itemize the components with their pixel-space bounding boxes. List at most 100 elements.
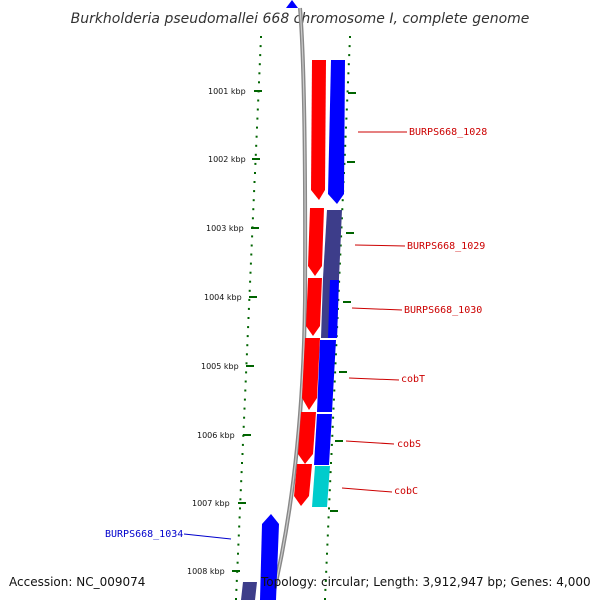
guide-dot <box>250 253 253 256</box>
guide-dot <box>335 344 338 347</box>
guide-dot <box>253 190 256 193</box>
guide-dot <box>346 90 349 93</box>
guide-dot <box>334 362 337 365</box>
guide-dot <box>237 552 239 555</box>
guide-dot <box>332 398 335 401</box>
guide-dot <box>236 561 239 564</box>
guide-dot <box>330 443 333 446</box>
reverse-cds-arrow <box>311 60 326 200</box>
scale-ticks <box>232 90 262 572</box>
gene-label-cobt[interactable]: cobT <box>401 374 425 385</box>
tick-label: 1003 kbp <box>206 224 244 233</box>
guide-dot <box>343 153 346 156</box>
guide-dot <box>334 371 337 374</box>
tick-label: 1005 kbp <box>201 362 239 371</box>
guide-dot <box>242 425 245 428</box>
guide-dot <box>327 516 330 519</box>
label-leader-lines <box>183 131 407 540</box>
guide-dot <box>241 443 244 446</box>
tick-label: 1008 kbp <box>187 567 225 576</box>
guide-dot <box>249 280 252 283</box>
guide-dot <box>332 416 335 419</box>
guide-dot <box>334 353 337 356</box>
guide-dot <box>332 407 335 410</box>
guide-dot <box>258 81 260 84</box>
leader-line <box>351 307 403 311</box>
guide-dot <box>251 217 254 220</box>
gene-label-burps668-1028[interactable]: BURPS668_1028 <box>409 127 487 138</box>
guide-dot <box>331 425 334 428</box>
leader-line <box>183 533 232 540</box>
guide-dot <box>254 162 257 165</box>
forward-strand-features <box>260 60 345 600</box>
guide-dot <box>238 525 241 528</box>
guide-dot <box>326 552 328 555</box>
tick-label: 1004 kbp <box>204 293 242 302</box>
guide-dot <box>330 462 332 464</box>
guide-dot <box>235 588 238 591</box>
guide-dot <box>347 81 349 84</box>
guide-dot <box>347 72 350 75</box>
leader-line <box>354 244 406 247</box>
guide-dot <box>235 598 237 600</box>
guide-dot <box>328 507 330 510</box>
forward-cds-arrow <box>328 280 339 338</box>
guide-dot <box>327 525 330 528</box>
guide-dot <box>244 389 247 392</box>
guide-dot <box>328 489 331 492</box>
guide-dot <box>345 126 347 129</box>
guide-dot <box>239 498 242 501</box>
forward-feature-marker <box>286 0 298 8</box>
guide-dot <box>258 72 261 75</box>
guide-dot <box>341 199 344 202</box>
guide-dot <box>243 398 246 401</box>
gene-label-burps668-1030[interactable]: BURPS668_1030 <box>404 305 482 316</box>
guide-dot <box>253 181 256 183</box>
guide-dot <box>339 244 342 247</box>
tick-label: 1007 kbp <box>192 499 230 508</box>
guide-dot <box>237 543 240 546</box>
guide-dot <box>338 280 341 283</box>
guide-dot <box>250 244 253 247</box>
forward-cds-block <box>314 414 332 465</box>
genome-summary-text: Topology: circular; Length: 3,912,947 bp… <box>261 575 591 589</box>
guide-dot <box>239 507 241 510</box>
guide-dot <box>260 36 262 38</box>
guide-dot <box>248 298 251 301</box>
leader-line <box>345 440 395 445</box>
guide-dot <box>256 108 259 111</box>
gene-label-burps668-1029[interactable]: BURPS668_1029 <box>407 241 485 252</box>
rna-feature <box>312 466 330 507</box>
guide-dot <box>244 380 247 383</box>
guide-dot <box>246 344 249 347</box>
gene-label-burps668-1034[interactable]: BURPS668_1034 <box>105 529 183 540</box>
gene-label-cobs[interactable]: cobS <box>397 439 421 450</box>
reverse-cds-arrow <box>294 464 312 506</box>
guide-dot <box>338 262 341 265</box>
guide-dot <box>344 135 347 138</box>
forward-cds-arrow <box>260 514 279 600</box>
guide-dot <box>249 271 252 274</box>
guide-dot <box>347 63 350 66</box>
guide-dot <box>245 371 248 374</box>
guide-dot <box>248 289 251 292</box>
dotted-guides <box>235 36 351 600</box>
guide-dot <box>247 326 250 329</box>
guide-dot <box>325 570 328 573</box>
reverse-cds-arrow <box>302 338 320 410</box>
guide-dot <box>333 380 336 383</box>
guide-dot <box>235 579 238 582</box>
guide-dot <box>259 45 262 48</box>
guide-dot <box>326 534 329 537</box>
guide-dot <box>326 543 329 546</box>
guide-dot <box>245 353 248 356</box>
guide-dot <box>331 434 334 437</box>
guide-dot <box>239 489 242 492</box>
gene-label-cobc[interactable]: cobC <box>394 486 418 497</box>
guide-dot <box>324 598 326 600</box>
guide-dot <box>259 54 262 57</box>
guide-dot <box>329 471 332 474</box>
guide-dot <box>252 199 255 202</box>
reverse-strand-features <box>294 60 326 506</box>
